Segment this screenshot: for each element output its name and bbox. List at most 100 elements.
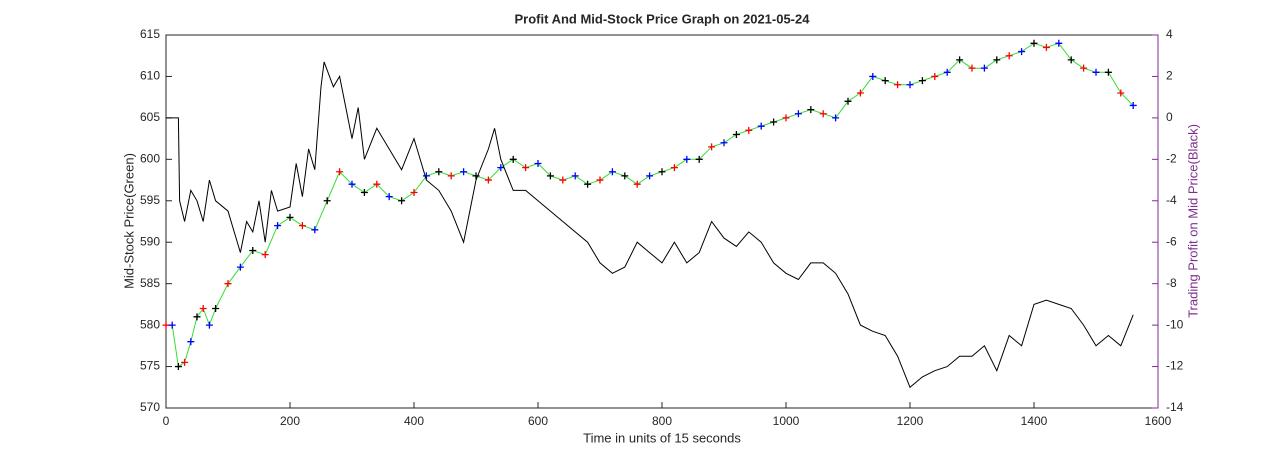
x-tick-label: 800	[652, 414, 672, 428]
trade-marker	[770, 118, 778, 126]
trade-marker	[819, 110, 827, 118]
trade-marker	[236, 263, 244, 271]
trade-marker	[422, 172, 430, 180]
trade-marker	[360, 188, 368, 196]
trade-marker	[794, 110, 802, 118]
trade-marker	[484, 176, 492, 184]
trade-marker	[1117, 89, 1125, 97]
y2-tick-label: -4	[1166, 193, 1177, 207]
x-tick-label: 400	[404, 414, 424, 428]
trade-marker	[1092, 68, 1100, 76]
trade-marker	[980, 64, 988, 72]
trade-marker	[1080, 64, 1088, 72]
trade-marker	[168, 321, 176, 329]
trade-marker	[385, 193, 393, 201]
trade-marker	[509, 155, 517, 163]
trade-marker	[249, 247, 257, 255]
y-tick-label: 585	[140, 276, 160, 290]
trade-marker	[732, 130, 740, 138]
trade-marker	[534, 159, 542, 167]
trade-marker	[745, 126, 753, 134]
trade-marker	[856, 89, 864, 97]
trade-marker	[906, 81, 914, 89]
trade-marker	[323, 197, 331, 205]
trade-marker	[373, 180, 381, 188]
trade-marker	[311, 226, 319, 234]
trade-marker	[398, 197, 406, 205]
trade-marker	[584, 180, 592, 188]
trade-marker	[695, 155, 703, 163]
trade-marker	[757, 122, 765, 130]
series-line	[166, 42, 1134, 368]
x-tick-label: 1400	[1021, 414, 1048, 428]
trade-marker	[546, 172, 554, 180]
trade-marker	[274, 222, 282, 230]
trade-marker	[205, 321, 213, 329]
y-tick-label: 575	[140, 359, 160, 373]
trade-marker	[447, 172, 455, 180]
y2-tick-label: 4	[1166, 27, 1173, 41]
y2-tick-label: -12	[1166, 359, 1184, 373]
trade-marker	[1129, 101, 1137, 109]
x-tick-label: 600	[528, 414, 548, 428]
y2-axis-label: Trading Profit on Mid Price(Black)	[1185, 124, 1200, 318]
trade-marker	[298, 222, 306, 230]
trade-marker	[286, 213, 294, 221]
y2-tick-label: 0	[1166, 110, 1173, 124]
y2-tick-label: -6	[1166, 234, 1177, 248]
trade-marker	[646, 172, 654, 180]
trade-marker	[410, 188, 418, 196]
x-tick-label: 1600	[1145, 414, 1172, 428]
trade-marker	[261, 251, 269, 259]
trade-marker	[1104, 68, 1112, 76]
trade-marker	[336, 168, 344, 176]
y-tick-label: 590	[140, 234, 160, 248]
trade-marker	[1042, 43, 1050, 51]
trade-marker	[1055, 39, 1063, 47]
chart-title: Profit And Mid-Stock Price Graph on 2021…	[515, 11, 811, 26]
trade-marker	[869, 72, 877, 80]
y2-tick-label: -2	[1166, 152, 1177, 166]
trade-marker	[348, 180, 356, 188]
plot-frame	[165, 34, 1159, 409]
trade-marker	[1005, 52, 1013, 60]
y-tick-label: 580	[140, 317, 160, 331]
trade-marker	[894, 81, 902, 89]
trade-marker	[497, 164, 505, 172]
trade-marker	[212, 305, 220, 313]
y-axis-label: Mid-Stock Price(Green)	[121, 153, 136, 289]
trade-marker	[1030, 39, 1038, 47]
trade-marker	[720, 139, 728, 147]
x-tick-label: 1000	[773, 414, 800, 428]
series-line	[166, 61, 1134, 389]
trade-marker	[1018, 48, 1026, 56]
trade-marker	[968, 64, 976, 72]
trade-marker	[807, 106, 815, 114]
y-tick-label: 595	[140, 193, 160, 207]
trade-marker	[956, 56, 964, 64]
y-tick-label: 570	[140, 400, 160, 414]
trade-marker	[181, 358, 189, 366]
y2-tick-label: -14	[1166, 400, 1184, 414]
trade-marker	[596, 176, 604, 184]
trade-marker	[708, 143, 716, 151]
trade-marker	[559, 176, 567, 184]
y-tick-label: 605	[140, 110, 160, 124]
trade-marker	[832, 114, 840, 122]
trade-marker	[571, 172, 579, 180]
x-tick-label: 200	[280, 414, 300, 428]
y-tick-label: 615	[140, 27, 160, 41]
trade-marker	[608, 168, 616, 176]
trade-marker	[460, 168, 468, 176]
x-tick-label: 1200	[897, 414, 924, 428]
trade-marker	[435, 168, 443, 176]
trade-marker	[683, 155, 691, 163]
y2-tick-label: -10	[1166, 317, 1184, 331]
trade-marker	[199, 305, 207, 313]
trade-marker	[931, 72, 939, 80]
y-tick-label: 600	[140, 152, 160, 166]
trade-marker	[918, 77, 926, 85]
x-axis-label: Time in units of 15 seconds	[583, 430, 741, 445]
trade-marker	[633, 180, 641, 188]
